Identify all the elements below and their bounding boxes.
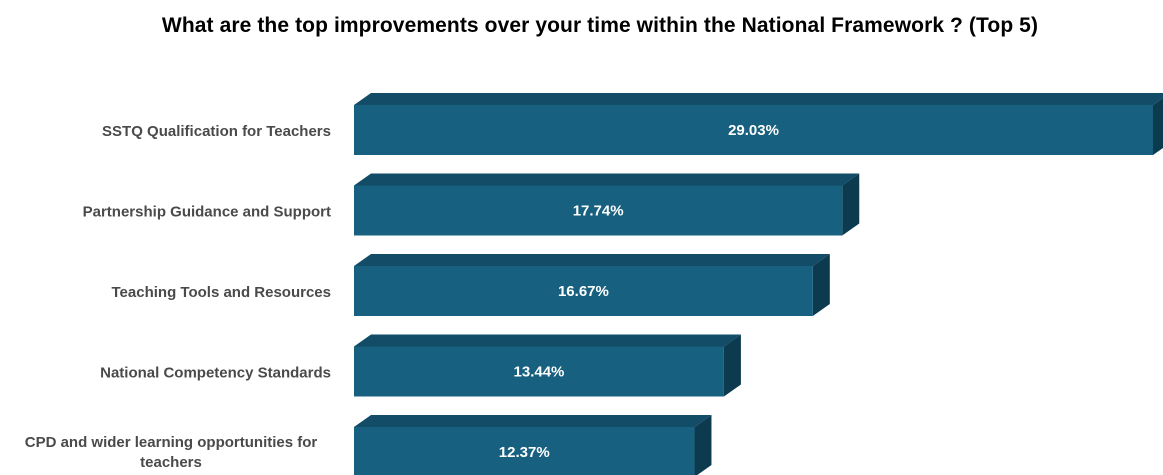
bar-top-face: [354, 415, 712, 427]
bar: [354, 266, 813, 316]
bar-side-face: [812, 254, 830, 316]
bar-top-face: [354, 173, 860, 186]
chart-title: What are the top improvements over your …: [161, 14, 1039, 37]
bar-top-face: [354, 93, 1163, 105]
bar-side-face: [842, 173, 860, 236]
category-label: Partnership Guidance and Support: [83, 204, 331, 221]
bar-side-face: [1153, 97, 1163, 155]
category-label: CPD and wider learning opportunities for…: [25, 434, 318, 471]
data-label: 17.74%: [573, 203, 624, 220]
category-label: National Competency Standards: [100, 365, 331, 382]
data-label: 12.37%: [499, 444, 550, 461]
bar: [354, 185, 843, 236]
bar-side-face: [723, 334, 741, 397]
category-label: Teaching Tools and Resources: [112, 284, 332, 301]
bar-top-face: [354, 254, 830, 266]
bar: [354, 346, 724, 397]
data-label: 13.44%: [514, 364, 565, 381]
bar-side-face: [694, 415, 712, 475]
data-label: 16.67%: [558, 283, 609, 300]
data-label: 29.03%: [728, 122, 779, 139]
bar-top-face: [354, 334, 741, 347]
bar: [354, 427, 695, 475]
bar: [354, 105, 1153, 155]
category-label: SSTQ Qualification for Teachers: [102, 123, 331, 140]
